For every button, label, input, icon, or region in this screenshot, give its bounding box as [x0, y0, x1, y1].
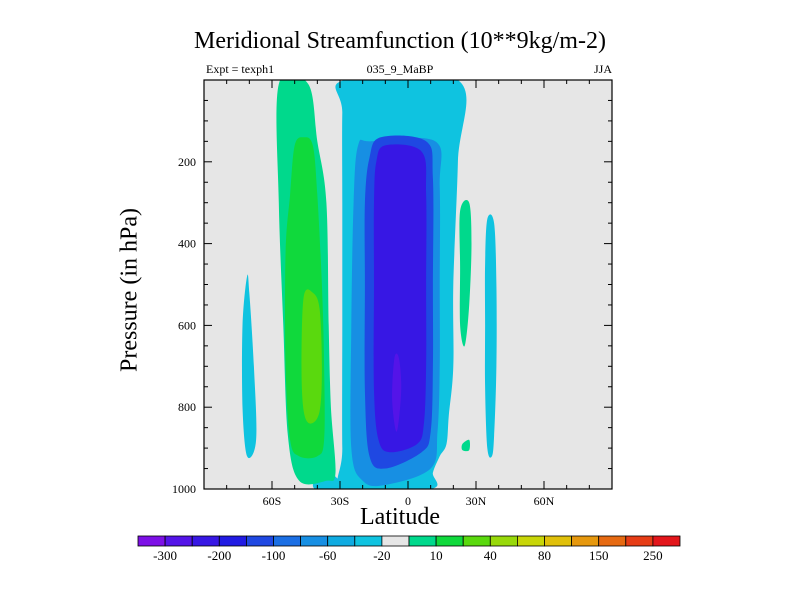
x-tick-label: 30S [331, 494, 350, 508]
contour-group [241, 80, 497, 489]
axes: 200 400 600 800 1000 60S 30S 0 30N 60N [172, 80, 612, 508]
contour-fills [204, 80, 612, 489]
colorbar-label: 10 [430, 548, 443, 563]
contour-region-13 [484, 214, 497, 458]
y-tick-label: 600 [178, 318, 196, 332]
x-tick-label: 0 [405, 494, 411, 508]
colorbar-label: -20 [373, 548, 390, 563]
contour-region-10 [392, 353, 402, 432]
colorbar-label: 80 [538, 548, 551, 563]
contour-region-4 [301, 289, 322, 424]
colorbar-label: -300 [153, 548, 177, 563]
y-tick-label: 400 [178, 237, 196, 251]
colorbar-box [598, 535, 627, 547]
colorbar-box [300, 535, 329, 547]
contour-region-12 [461, 439, 471, 452]
colorbar-label: -60 [319, 548, 336, 563]
colorbar-box [381, 535, 410, 547]
colorbar-box [517, 535, 545, 547]
season-label: JJA [593, 62, 612, 76]
colorbar-box [273, 535, 302, 547]
chart-title: Meridional Streamfunction (10**9kg/m-2) [194, 28, 606, 54]
colorbar-box [245, 535, 274, 547]
colorbar-box [191, 535, 220, 547]
contour-region-5 [241, 274, 257, 459]
y-tick-label: 1000 [172, 482, 196, 496]
colorbar-box [354, 535, 383, 547]
colorbar: -300 -200 -100 -60 -20 10 40 80 150 250 [137, 535, 681, 563]
colorbar-box [652, 535, 681, 547]
period-label: 035_9_MaBP [366, 62, 434, 76]
colorbar-label: 250 [643, 548, 663, 563]
colorbar-box [218, 535, 247, 547]
colorbar-label: -200 [207, 548, 231, 563]
contour-region-11 [459, 199, 472, 347]
x-tick-label: 60S [263, 494, 282, 508]
colorbar-box [408, 535, 437, 547]
colorbar-box [462, 535, 491, 547]
y-axis-label: Pressure (in hPa) [116, 208, 143, 372]
x-axis-label: Latitude [360, 504, 440, 530]
colorbar-box [137, 535, 166, 547]
colorbar-box [327, 535, 356, 547]
colorbar-box [625, 535, 654, 547]
colorbar-label: -100 [262, 548, 286, 563]
y-tick-label: 200 [178, 155, 196, 169]
colorbar-label: 40 [484, 548, 497, 563]
experiment-label: Expt = texph1 [206, 62, 275, 76]
contour-region-9 [373, 144, 427, 453]
colorbar-box [544, 535, 573, 547]
y-tick-label: 800 [178, 400, 196, 414]
x-tick-label: 60N [534, 494, 555, 508]
colorbar-box [435, 535, 464, 547]
colorbar-box [164, 535, 193, 547]
colorbar-box [489, 535, 518, 547]
colorbar-box [571, 535, 600, 547]
colorbar-label: 150 [589, 548, 609, 563]
x-tick-label: 30N [466, 494, 487, 508]
